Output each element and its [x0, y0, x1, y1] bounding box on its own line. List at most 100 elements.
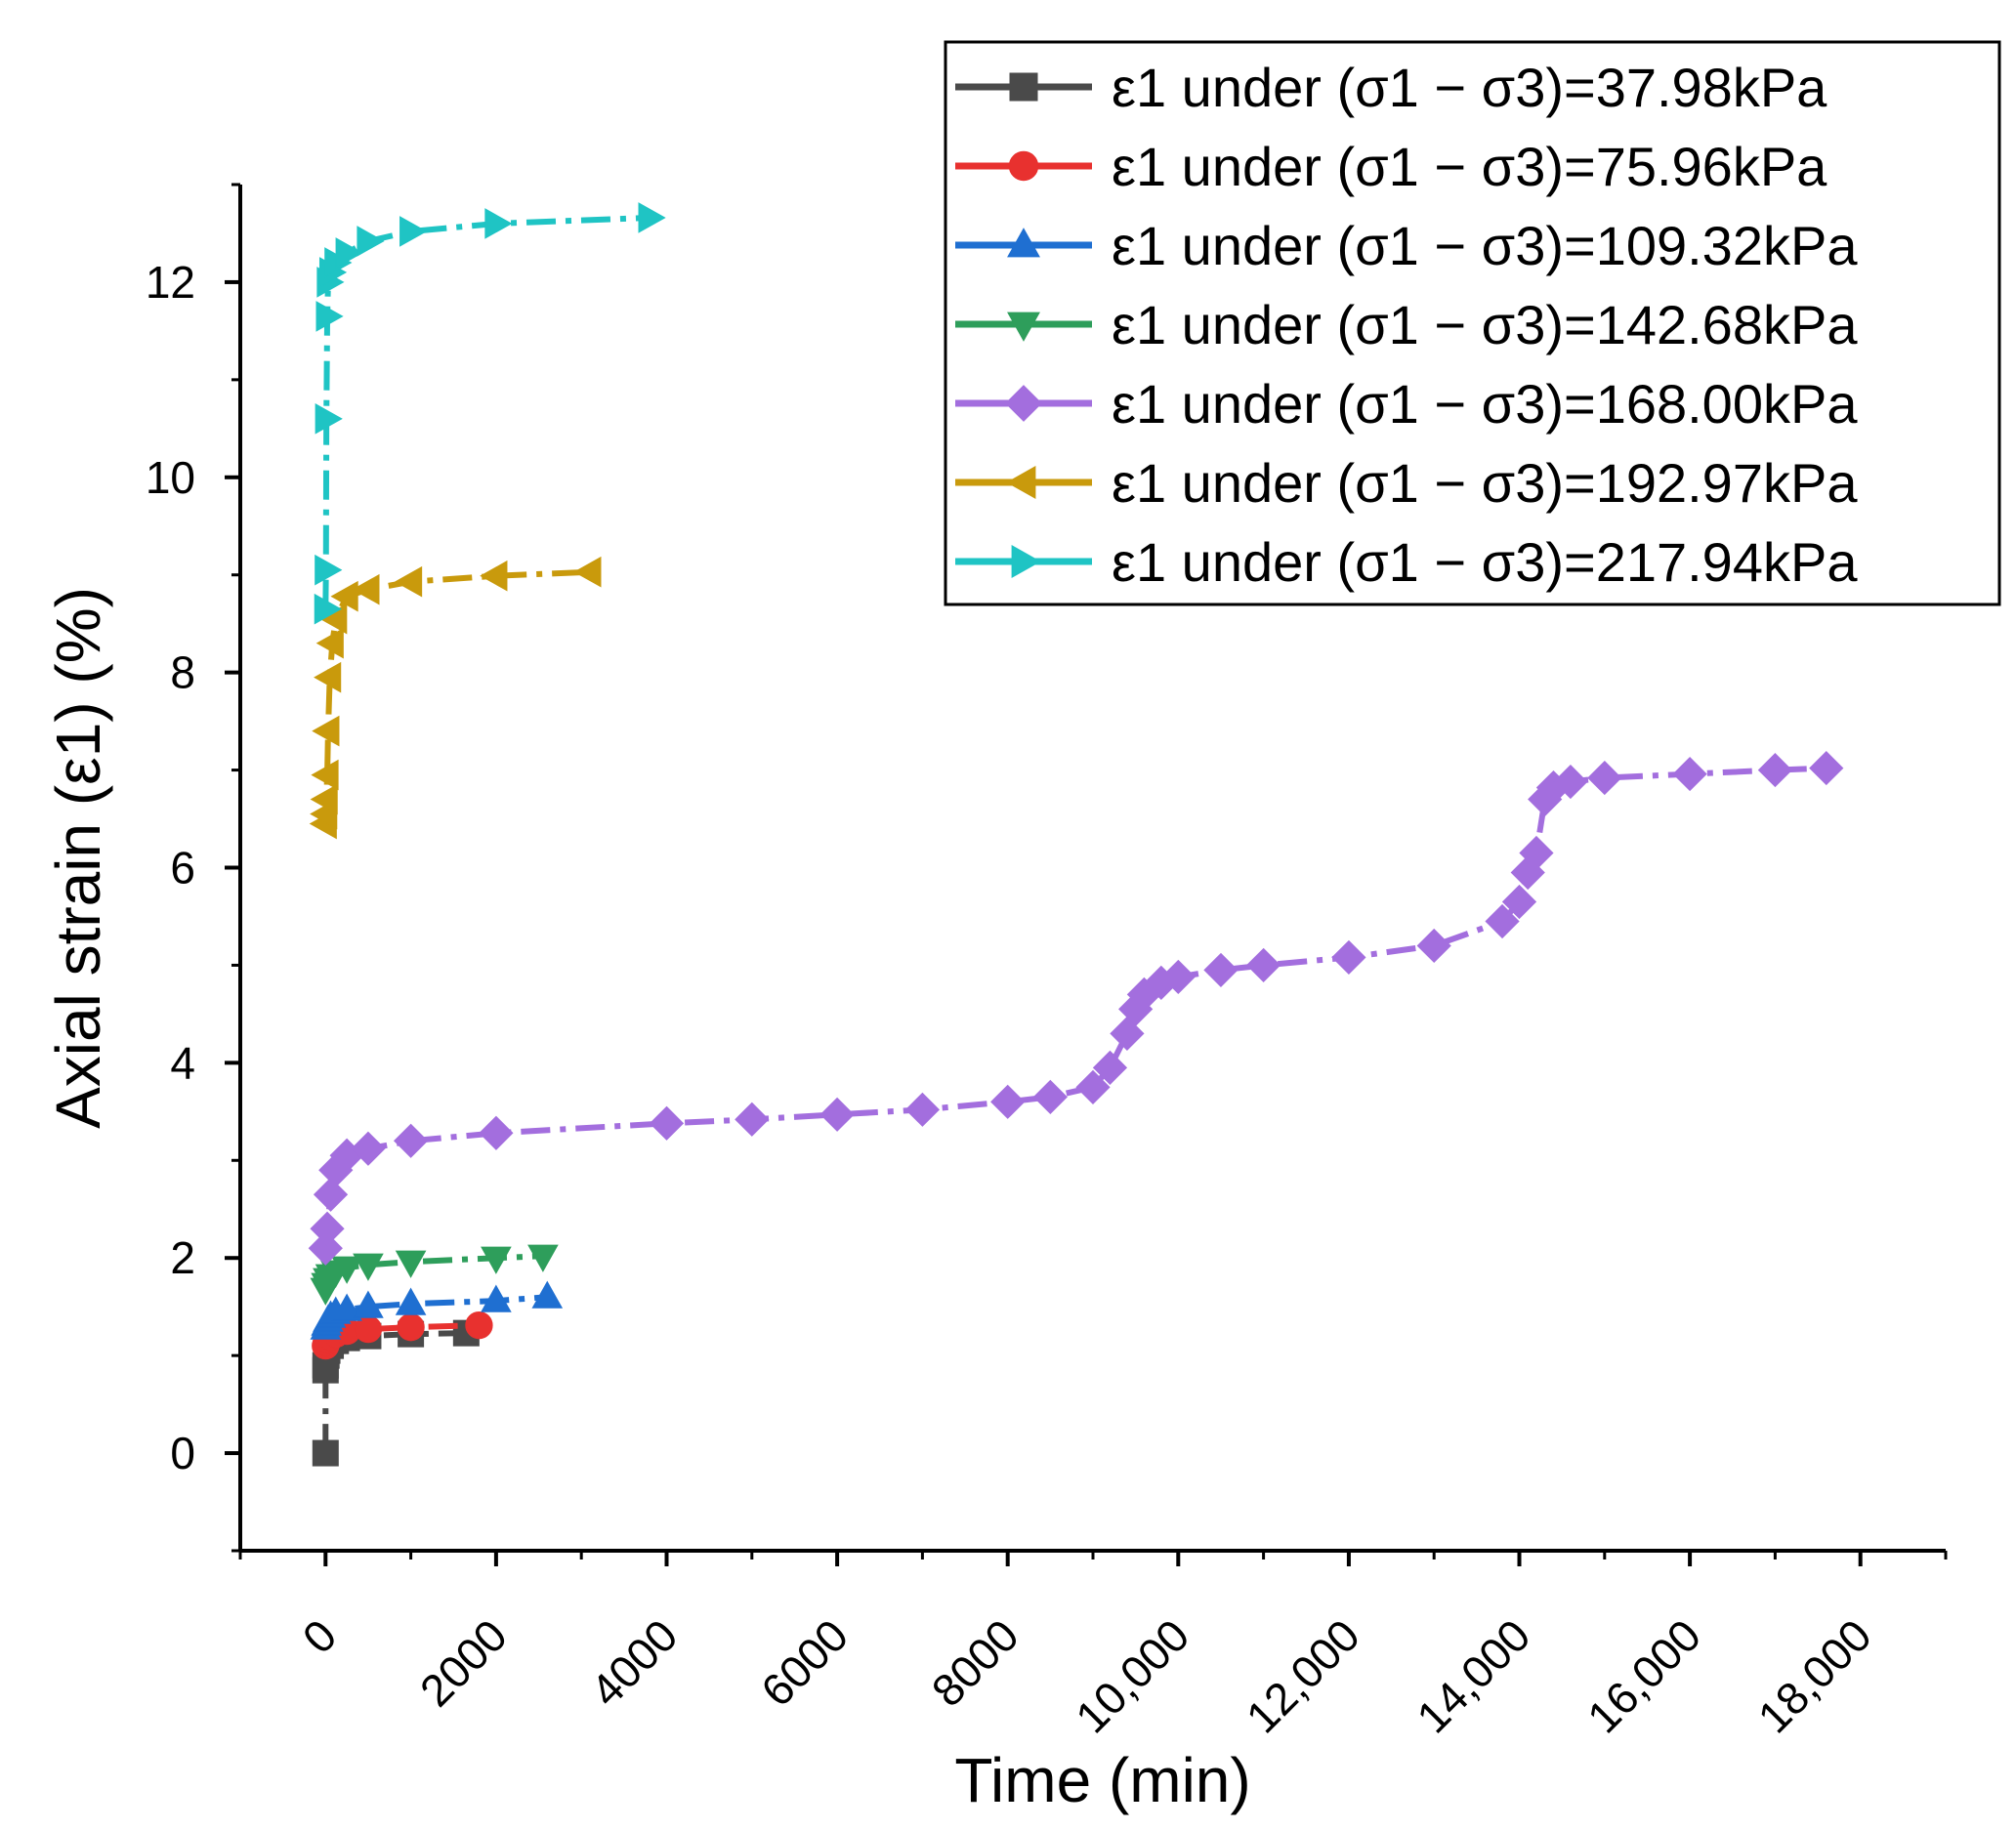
- y-tick-label: 12: [146, 257, 195, 308]
- data-point: [573, 556, 602, 588]
- data-point: [330, 580, 358, 612]
- data-point: [1331, 939, 1366, 976]
- legend-entry-3: ε1 under (σ1 − σ3)=142.68kPa: [955, 294, 1858, 355]
- data-point: [649, 1105, 685, 1141]
- legend-entry-4: ε1 under (σ1 − σ3)=168.00kPa: [955, 373, 1858, 435]
- series-2: [310, 1280, 564, 1340]
- y-tick-label: 2: [170, 1232, 195, 1283]
- series-line: [322, 765, 1827, 1249]
- data-point: [1809, 750, 1844, 786]
- data-point: [351, 1131, 386, 1166]
- legend-label: ε1 under (σ1 − σ3)=75.96kPa: [1112, 136, 1827, 197]
- legend-label: ε1 under (σ1 − σ3)=192.97kPa: [1112, 452, 1858, 514]
- data-point: [310, 783, 338, 815]
- data-point: [399, 216, 428, 247]
- data-point: [312, 715, 340, 747]
- data-point: [484, 208, 513, 239]
- x-tick-label: 10,000: [1066, 1609, 1198, 1742]
- data-point: [527, 1244, 559, 1272]
- data-point: [395, 1250, 427, 1278]
- legend-label: ε1 under (σ1 − σ3)=37.98kPa: [1112, 57, 1827, 118]
- x-tick-label: 16,000: [1577, 1609, 1710, 1742]
- x-axis-title: Time (min): [954, 1745, 1250, 1815]
- data-point: [1587, 760, 1622, 796]
- data-point: [1757, 752, 1793, 788]
- data-point: [395, 1287, 427, 1315]
- legend-marker: [1009, 72, 1038, 102]
- data-point: [335, 237, 363, 269]
- legend-entry-1: ε1 under (σ1 − σ3)=75.96kPa: [955, 136, 1827, 197]
- y-tick-label: 10: [146, 452, 195, 503]
- data-point: [1075, 1069, 1111, 1104]
- data-point: [1032, 1079, 1068, 1114]
- y-tick-label: 4: [170, 1037, 195, 1088]
- legend-entry-5: ε1 under (σ1 − σ3)=192.97kPa: [955, 452, 1858, 514]
- data-point: [990, 1084, 1026, 1119]
- data-point: [1245, 947, 1281, 983]
- legend-entry-2: ε1 under (σ1 − σ3)=109.32kPa: [955, 215, 1858, 276]
- y-tick-label: 0: [170, 1428, 195, 1478]
- data-point: [314, 593, 342, 625]
- data-point: [352, 573, 380, 605]
- data-point: [315, 554, 343, 586]
- series-5: [309, 556, 602, 840]
- x-tick-label: 4000: [580, 1609, 687, 1716]
- data-point: [1672, 756, 1707, 792]
- data-point: [638, 202, 666, 233]
- legend-box: [944, 40, 2001, 606]
- legend-entry-6: ε1 under (σ1 − σ3)=217.94kPa: [955, 531, 1858, 593]
- data-point: [1501, 884, 1537, 920]
- data-point: [479, 1115, 514, 1150]
- legend-label: ε1 under (σ1 − σ3)=168.00kPa: [1112, 373, 1858, 435]
- data-point: [312, 1439, 339, 1467]
- x-tick-label: 14,000: [1407, 1609, 1539, 1742]
- data-point: [1110, 1016, 1145, 1051]
- x-tick-label: 2000: [410, 1609, 517, 1716]
- x-tick-label: 8000: [922, 1609, 1029, 1716]
- data-point: [353, 1290, 384, 1318]
- data-point: [819, 1097, 855, 1132]
- series-layer: [308, 202, 1844, 1467]
- y-tick-label: 6: [170, 843, 195, 894]
- data-point: [393, 1123, 429, 1158]
- data-point: [311, 759, 339, 791]
- data-point: [904, 1092, 941, 1127]
- data-point: [531, 1280, 564, 1309]
- legend-marker: [1006, 466, 1036, 499]
- series-3: [310, 1244, 559, 1306]
- data-point: [394, 565, 423, 598]
- data-point: [315, 627, 344, 659]
- data-point: [481, 1284, 512, 1312]
- data-point: [1160, 959, 1196, 995]
- x-tick-label: 0: [293, 1609, 347, 1663]
- data-point: [465, 1311, 493, 1340]
- x-tick-label: 18,000: [1748, 1609, 1881, 1742]
- data-point: [1092, 1050, 1128, 1085]
- data-point: [1203, 952, 1239, 988]
- data-point: [481, 1246, 512, 1274]
- data-point: [331, 1256, 362, 1284]
- data-point: [1519, 835, 1554, 871]
- series-line: [322, 568, 591, 824]
- legend-label: ε1 under (σ1 − σ3)=217.94kPa: [1112, 531, 1858, 593]
- y-axis-title: Axial strain (ε1) (%): [43, 587, 113, 1129]
- series-6: [314, 202, 666, 625]
- data-point: [357, 226, 385, 257]
- legend-label: ε1 under (σ1 − σ3)=109.32kPa: [1112, 215, 1858, 276]
- data-point: [353, 1253, 384, 1281]
- data-point: [315, 403, 343, 435]
- data-point: [313, 1177, 349, 1212]
- legend-marker: [1007, 228, 1040, 258]
- legend-marker: [1005, 385, 1042, 422]
- legend-marker: [1011, 545, 1041, 578]
- data-point: [480, 560, 508, 592]
- data-point: [310, 1211, 345, 1246]
- series-line: [322, 214, 651, 609]
- data-point: [1553, 764, 1588, 800]
- x-tick-label: 12,000: [1237, 1609, 1369, 1742]
- legend-label: ε1 under (σ1 − σ3)=142.68kPa: [1112, 294, 1858, 355]
- legend-marker: [1008, 150, 1039, 182]
- data-point: [331, 1293, 362, 1321]
- y-tick-label: 8: [170, 647, 195, 698]
- legend: ε1 under (σ1 − σ3)=37.98kPa ε1 under (σ1 …: [944, 40, 2001, 606]
